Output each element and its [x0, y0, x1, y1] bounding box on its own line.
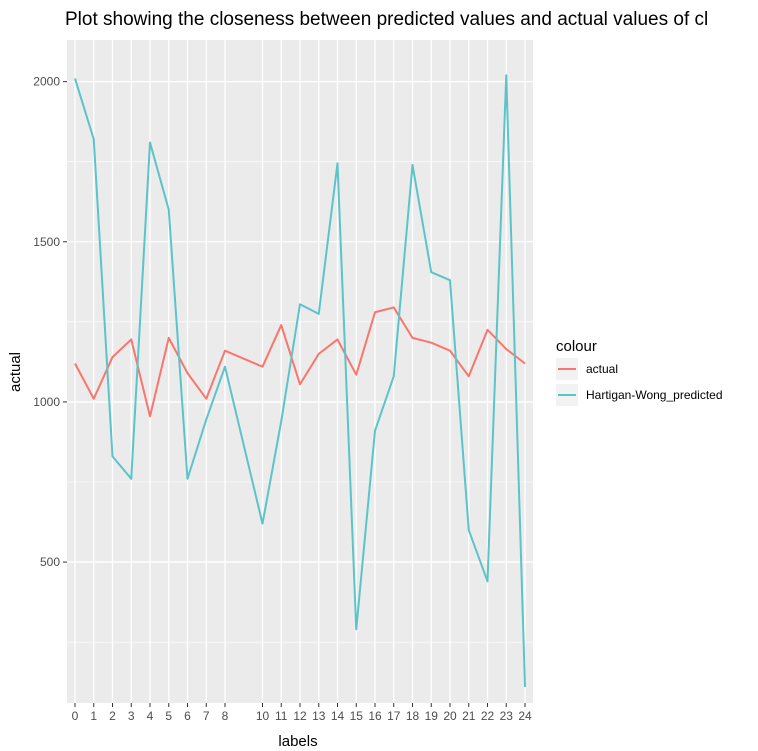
- x-tick-label: 10: [256, 709, 270, 723]
- y-axis-ticks: 500 1000 1500 2000: [33, 75, 67, 569]
- series-line-actual: [74, 306, 526, 418]
- x-tick-label: 6: [184, 709, 191, 723]
- x-tick-label: 5: [165, 709, 172, 723]
- series-line-hartigan-wong-predicted: [74, 74, 526, 688]
- x-tick-label: 1: [90, 709, 97, 723]
- y-tick-label: 2000: [33, 75, 60, 89]
- x-tick-label: 21: [462, 709, 476, 723]
- x-tick-label: 20: [443, 709, 457, 723]
- x-tick-label: 13: [312, 709, 326, 723]
- legend: colour actual Hartigan-Wong_predicted: [556, 338, 723, 406]
- legend-label: Hartigan-Wong_predicted: [586, 388, 723, 402]
- x-tick-label: 0: [72, 709, 79, 723]
- y-tick-label: 1500: [33, 235, 60, 249]
- x-tick-label: 12: [293, 709, 307, 723]
- x-tick-label: 19: [425, 709, 439, 723]
- x-tick-label: 2: [109, 709, 116, 723]
- x-tick-label: 7: [203, 709, 210, 723]
- y-axis-title: actual: [7, 352, 24, 392]
- x-tick-label: 23: [500, 709, 514, 723]
- x-tick-label: 16: [368, 709, 382, 723]
- x-axis-ticks: 0 1 2 3 4 5 6 7 8 10 11 12 13 14 15 16 17 18 19 20 21 22 23 24: [72, 703, 532, 723]
- y-tick-label: 500: [40, 555, 60, 569]
- legend-title: colour: [556, 338, 597, 355]
- x-tick-label: 4: [147, 709, 154, 723]
- y-tick-label: 1000: [33, 395, 60, 409]
- x-tick-label: 8: [222, 709, 229, 723]
- x-tick-label: 17: [387, 709, 401, 723]
- x-tick-label: 15: [350, 709, 364, 723]
- x-tick-label: 14: [331, 709, 345, 723]
- x-tick-label: 3: [128, 709, 135, 723]
- legend-label: actual: [586, 362, 618, 376]
- chart-title: Plot showing the closeness between predi…: [65, 9, 708, 30]
- x-tick-label: 11: [275, 709, 288, 723]
- series-lines: [74, 74, 526, 688]
- x-tick-label: 18: [406, 709, 420, 723]
- x-tick-label: 24: [518, 709, 532, 723]
- x-tick-label: 22: [481, 709, 495, 723]
- x-axis-title: labels: [278, 733, 317, 750]
